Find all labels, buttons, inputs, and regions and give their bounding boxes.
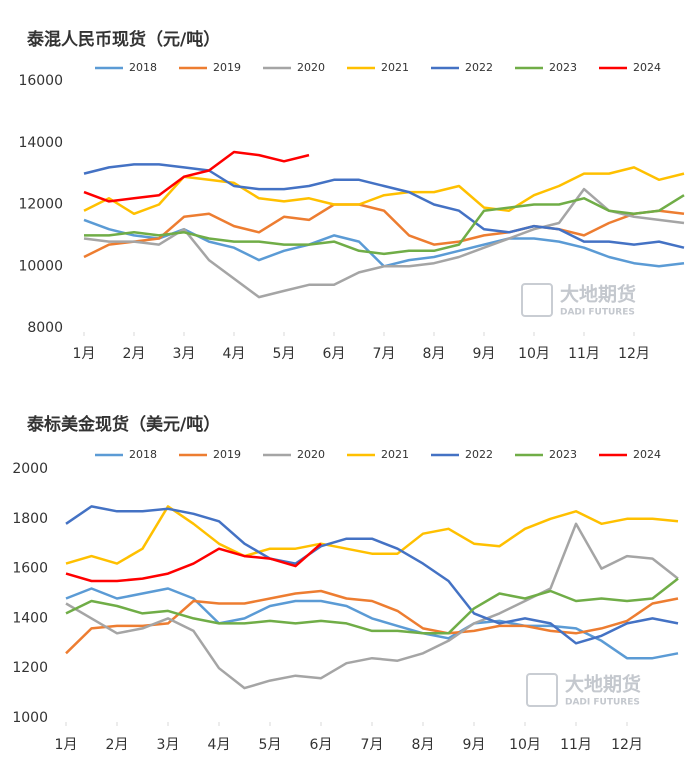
x-tick-label: 1月 xyxy=(55,737,78,753)
legend-label: 2022 xyxy=(465,61,493,74)
y-tick-label: 16000 xyxy=(18,73,63,89)
legend-label: 2021 xyxy=(381,448,409,461)
y-tick-label: 1200 xyxy=(12,660,48,676)
watermark-sub: DADI FUTURES xyxy=(560,308,635,318)
x-tick-label: 12月 xyxy=(611,737,643,753)
legend-label: 2023 xyxy=(549,61,577,74)
y-tick-label: 1800 xyxy=(12,511,48,527)
x-tick-label: 4月 xyxy=(223,346,246,362)
x-tick-label: 6月 xyxy=(323,346,346,362)
series-line xyxy=(84,194,685,256)
x-tick-label: 7月 xyxy=(361,737,384,753)
x-tick-label: 7月 xyxy=(373,346,396,362)
y-tick-label: 10000 xyxy=(18,258,63,274)
legend-label: 2022 xyxy=(465,448,493,461)
y-tick-label: 8000 xyxy=(27,320,63,336)
watermark: 大地期货 xyxy=(565,673,641,696)
x-tick-label: 5月 xyxy=(273,346,296,362)
legend-label: 2023 xyxy=(549,448,577,461)
series-line xyxy=(65,542,322,583)
legend-label: 2018 xyxy=(129,448,157,461)
series-line xyxy=(83,163,685,249)
x-tick-label: 10月 xyxy=(509,737,541,753)
legend-label: 2020 xyxy=(297,448,325,461)
y-tick-label: 1600 xyxy=(12,561,48,577)
series-line xyxy=(83,150,310,203)
series-line xyxy=(65,587,679,660)
x-tick-label: 10月 xyxy=(518,346,550,362)
x-tick-label: 1月 xyxy=(73,346,96,362)
series-line xyxy=(65,505,679,565)
series-line xyxy=(65,522,679,690)
y-tick-label: 12000 xyxy=(18,197,63,213)
x-tick-label: 6月 xyxy=(310,737,333,753)
x-tick-label: 2月 xyxy=(106,737,129,753)
y-tick-label: 2000 xyxy=(12,461,48,477)
legend-label: 2018 xyxy=(129,61,157,74)
legend-label: 2019 xyxy=(213,61,241,74)
x-tick-label: 8月 xyxy=(423,346,446,362)
x-tick-label: 5月 xyxy=(259,737,282,753)
x-tick-label: 3月 xyxy=(173,346,196,362)
legend-label: 2019 xyxy=(213,448,241,461)
chart-title: 泰混人民币现货（元/吨） xyxy=(27,29,220,50)
series-line xyxy=(83,203,685,259)
x-tick-label: 12月 xyxy=(618,346,650,362)
series-line xyxy=(83,187,685,299)
legend-label: 2021 xyxy=(381,61,409,74)
series-line xyxy=(65,589,679,655)
series-line xyxy=(65,505,679,645)
chart-title: 泰标美金现货（美元/吨） xyxy=(27,414,220,435)
legend-label: 2024 xyxy=(633,61,661,74)
x-tick-label: 11月 xyxy=(568,346,600,362)
series-line xyxy=(83,166,685,216)
logo xyxy=(521,283,553,317)
x-tick-label: 4月 xyxy=(208,737,231,753)
x-tick-label: 3月 xyxy=(157,737,180,753)
y-tick-label: 1000 xyxy=(12,710,48,726)
x-tick-label: 8月 xyxy=(412,737,435,753)
logo xyxy=(526,673,558,707)
x-tick-label: 11月 xyxy=(560,737,592,753)
watermark: 大地期货 xyxy=(560,283,636,306)
legend-label: 2020 xyxy=(297,61,325,74)
watermark-sub: DADI FUTURES xyxy=(565,698,640,708)
y-tick-label: 14000 xyxy=(18,135,63,151)
x-tick-label: 2月 xyxy=(123,346,146,362)
legend-label: 2024 xyxy=(633,448,661,461)
x-tick-label: 9月 xyxy=(473,346,496,362)
x-tick-label: 9月 xyxy=(463,737,486,753)
y-tick-label: 1400 xyxy=(12,610,48,626)
series-line xyxy=(65,577,679,635)
